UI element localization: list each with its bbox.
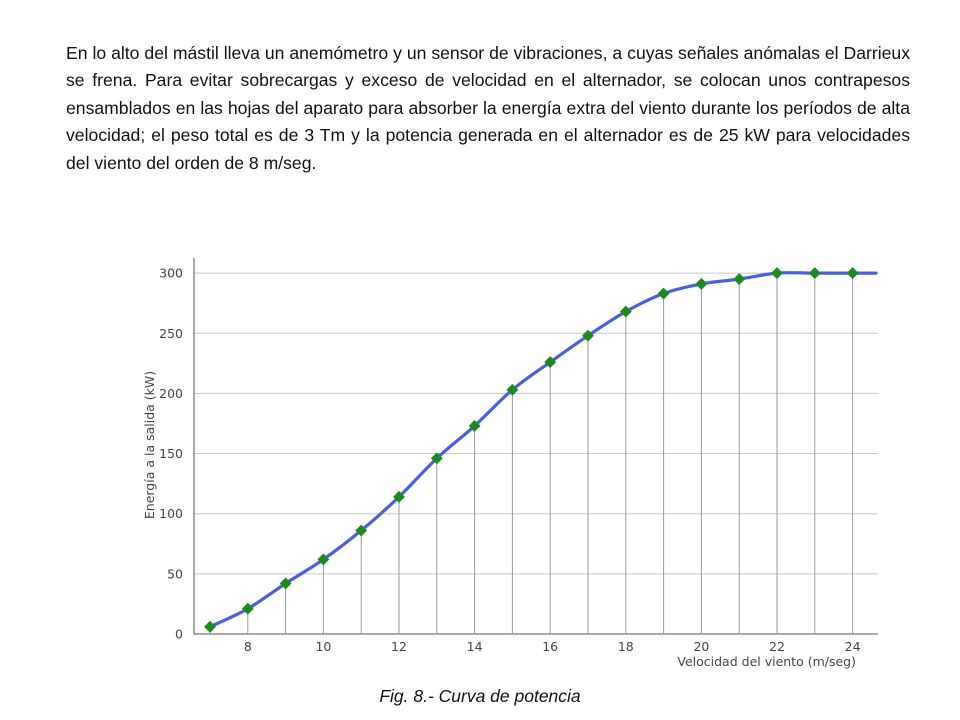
data-point xyxy=(808,267,821,280)
x-tick-label: 8 xyxy=(244,639,252,654)
x-tick-label: 14 xyxy=(467,639,483,654)
x-axis-title: Velocidad del viento (m/seg) xyxy=(677,654,856,669)
x-tick-label: 12 xyxy=(391,639,407,654)
y-tick-label: 200 xyxy=(159,386,183,401)
data-point xyxy=(695,277,708,290)
x-tick-label: 22 xyxy=(769,639,785,654)
body-paragraph: En lo alto del mástil lleva un anemómetr… xyxy=(66,43,910,173)
grid-lines xyxy=(194,272,878,635)
data-point xyxy=(657,287,670,300)
y-tick-labels: 0 50 100 150 200 250 300 xyxy=(159,266,183,642)
data-point xyxy=(468,419,481,432)
data-point xyxy=(582,329,594,342)
y-tick-label: 150 xyxy=(159,446,183,461)
y-axis-title: Energía a la salida (kW) xyxy=(142,371,157,519)
data-point xyxy=(544,356,557,369)
data-point xyxy=(733,273,746,286)
data-point xyxy=(619,305,632,318)
figure-caption: Fig. 8.- Curva de potencia xyxy=(379,686,581,706)
x-tick-label: 20 xyxy=(693,639,709,654)
data-point xyxy=(204,620,216,633)
x-tick-label: 18 xyxy=(618,639,634,654)
data-point xyxy=(430,452,443,465)
drop-lines xyxy=(209,273,854,634)
data-point xyxy=(393,490,405,503)
y-tick-label: 300 xyxy=(159,266,183,281)
x-tick-label: 24 xyxy=(845,639,861,654)
x-tick-label: 16 xyxy=(542,639,558,654)
data-point xyxy=(317,553,330,566)
y-tick-label: 100 xyxy=(159,506,183,521)
y-tick-label: 250 xyxy=(159,326,183,341)
x-tick-label: 10 xyxy=(315,639,331,654)
y-tick-label: 0 xyxy=(175,627,183,642)
x-tick-labels: 8 10 12 14 16 18 20 22 24 xyxy=(244,639,861,654)
data-markers xyxy=(204,267,859,633)
data-point xyxy=(771,267,783,280)
data-point xyxy=(846,267,859,280)
y-tick-label: 50 xyxy=(167,566,183,581)
